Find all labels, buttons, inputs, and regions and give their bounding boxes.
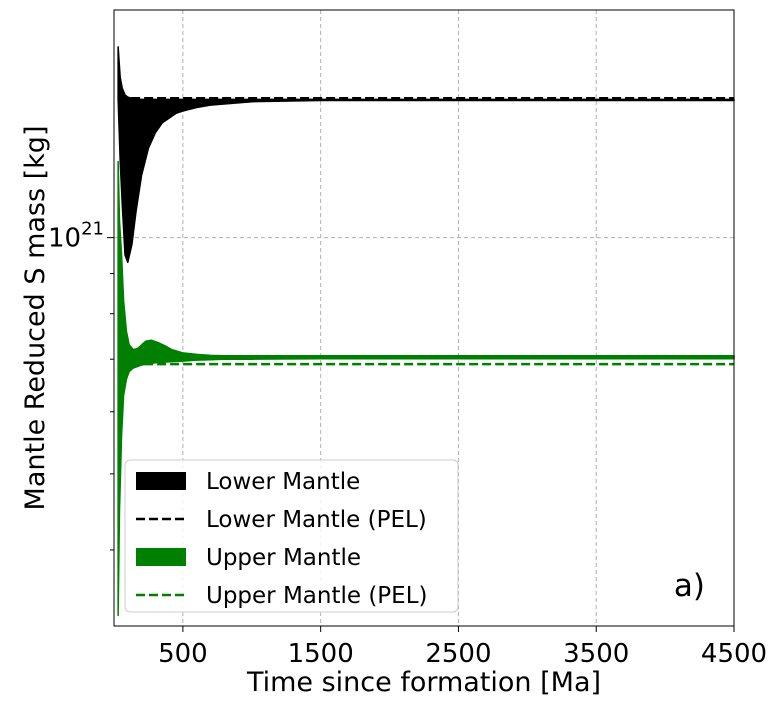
- x-axis-label: Time since formation [Ma]: [246, 667, 601, 698]
- x-tick-label: 1500: [288, 639, 354, 669]
- plot-frame: [113, 9, 735, 627]
- legend-label-lower-mantle-pel: Lower Mantle (PEL): [206, 507, 427, 533]
- legend: Lower Mantle Lower Mantle (PEL) Upper Mant…: [124, 459, 459, 613]
- y-axis-label: Mantle Reduced S mass [kg]: [20, 126, 51, 511]
- legend-swatch-lower-mantle: [136, 472, 186, 490]
- x-tick-label: 2500: [425, 639, 491, 669]
- legend-box: [124, 459, 459, 613]
- legend-label-upper-mantle-pel: Upper Mantle (PEL): [206, 583, 428, 609]
- x-tick-label: 500: [158, 639, 208, 669]
- legend-label-upper-mantle: Upper Mantle: [206, 545, 361, 571]
- tick-layer: 500 1500 2500 3500 4500 1021: [48, 219, 767, 669]
- frame-layer: [113, 9, 735, 627]
- x-tick-label: 3500: [563, 639, 629, 669]
- legend-label-lower-mantle: Lower Mantle: [206, 469, 360, 495]
- legend-swatch-upper-mantle: [136, 548, 186, 566]
- panel-label: a): [674, 568, 705, 604]
- series-lower-mantle-band: [117, 46, 735, 264]
- x-tick-label: 4500: [701, 639, 767, 669]
- y-tick-label: 1021: [48, 219, 104, 254]
